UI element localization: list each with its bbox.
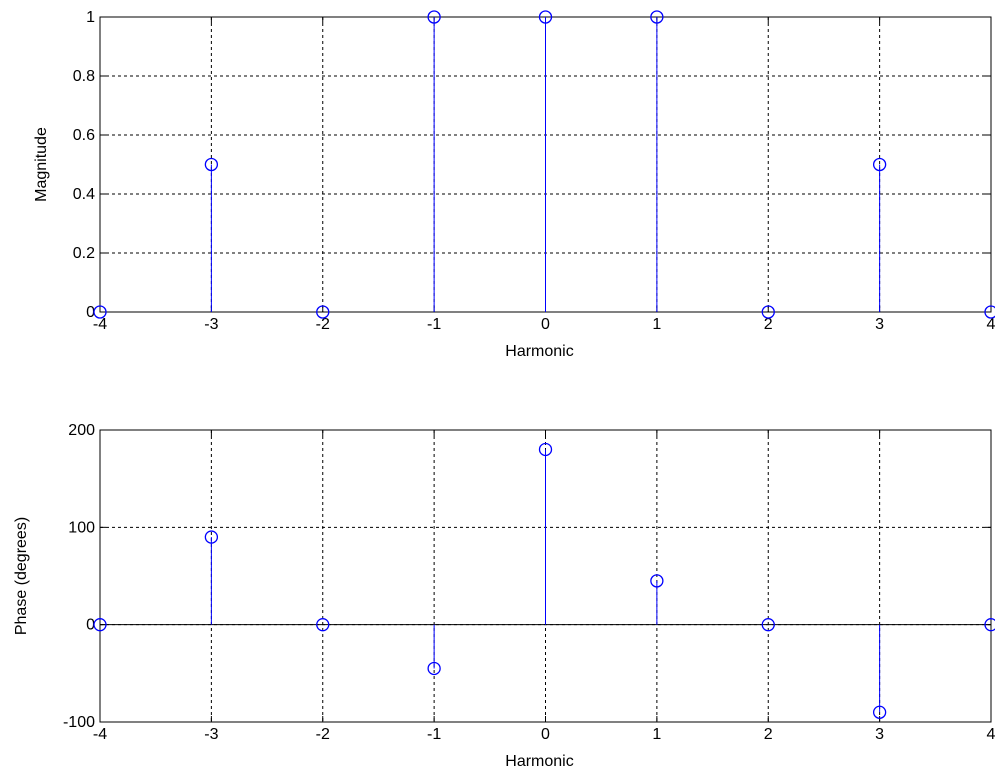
stem-marker xyxy=(761,305,775,319)
y-tick-label: 0.6 xyxy=(73,127,95,144)
stem-marker xyxy=(427,661,441,676)
x-tick-label: 0 xyxy=(541,726,550,743)
stem-marker xyxy=(650,10,664,24)
stem-marker xyxy=(316,618,330,632)
y-tick-label: 0.4 xyxy=(73,186,95,203)
y-tick-label: 1 xyxy=(86,9,95,26)
x-tick-label: -3 xyxy=(204,316,218,333)
stem-marker xyxy=(316,305,330,319)
stem-marker xyxy=(984,305,995,319)
y-tick-label: 0.2 xyxy=(73,245,95,262)
x-axis-label: Harmonic xyxy=(505,753,573,770)
stem-marker xyxy=(538,442,553,457)
x-tick-label: 1 xyxy=(652,316,661,333)
x-tick-label: 2 xyxy=(764,726,773,743)
y-tick-label: 200 xyxy=(68,422,95,439)
x-tick-label: 3 xyxy=(875,316,884,333)
y-axis-label: Phase (degrees) xyxy=(13,517,30,635)
y-tick-label: -100 xyxy=(63,714,95,731)
phase-plot: -4 -3 -2 -1 0 1 2 3 4 -100 0 100 200 Harmonic Phase (d… xyxy=(13,422,995,770)
stem-marker xyxy=(872,157,887,172)
x-axis-label: Harmonic xyxy=(505,343,573,360)
x-tick-label: -3 xyxy=(204,726,218,743)
x-tick-label: 0 xyxy=(541,316,550,333)
x-tick-label: -2 xyxy=(316,316,330,333)
y-tick-label: 0.8 xyxy=(73,68,95,85)
x-tick-label: 3 xyxy=(875,726,884,743)
stem-marker xyxy=(204,530,219,544)
stem-marker xyxy=(427,10,441,24)
x-tick-label: 2 xyxy=(764,316,773,333)
x-tick-label: 4 xyxy=(987,726,995,743)
y-tick-label: 0 xyxy=(86,617,95,634)
stem-marker xyxy=(93,305,107,319)
x-tick-label: 1 xyxy=(652,726,661,743)
stem-marker xyxy=(93,618,107,632)
x-tick-label: -4 xyxy=(93,316,107,333)
y-tick-label: 100 xyxy=(68,519,95,536)
x-tick-label: 4 xyxy=(987,316,995,333)
y-axis-label: Magnitude xyxy=(33,127,50,202)
stem-marker xyxy=(204,157,219,172)
x-tick-label: -1 xyxy=(427,316,441,333)
x-tick-label: -2 xyxy=(316,726,330,743)
stem-marker xyxy=(761,618,775,632)
magnitude-plot: -4 -3 -2 -1 0 1 2 3 4 0 0.2 0.4 0.6 0.8 1 Harmonic Magni… xyxy=(33,9,995,360)
x-tick-label: -1 xyxy=(427,726,441,743)
stem-marker xyxy=(984,618,995,632)
stem-marker xyxy=(872,705,887,719)
y-tick-label: 0 xyxy=(86,304,95,321)
stem-marker xyxy=(650,574,664,588)
x-tick-label: -4 xyxy=(93,726,107,743)
stem-marker xyxy=(538,10,553,24)
